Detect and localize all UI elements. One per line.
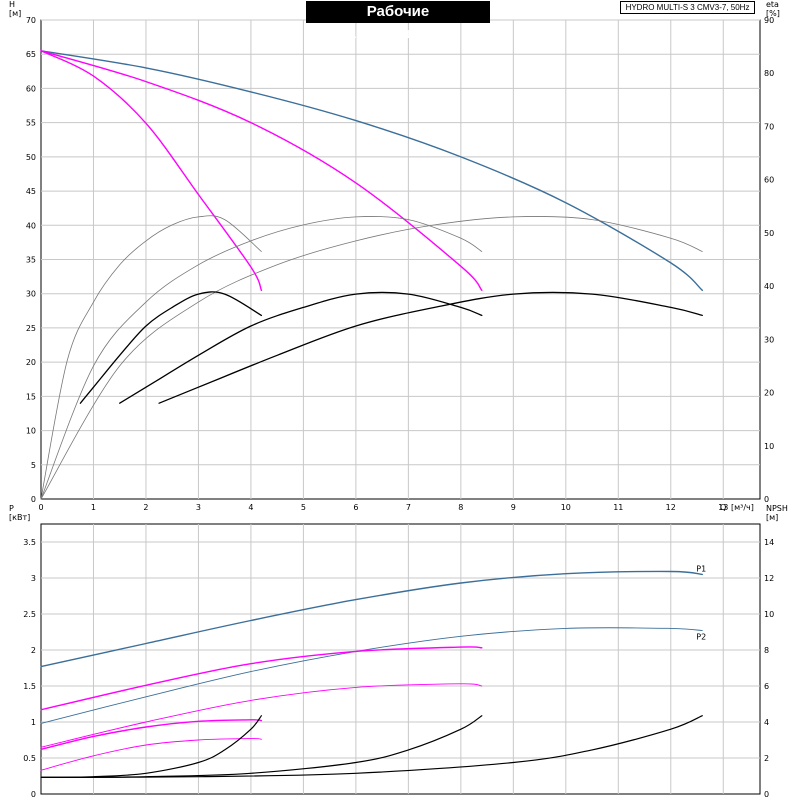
p-y-axis-unit: [кВт]	[9, 513, 30, 522]
h-y2-tick-label: 70	[764, 122, 774, 131]
h-y-tick-label: 20	[26, 358, 36, 367]
x-tick-label: 7	[406, 503, 411, 512]
h-y-tick-label: 70	[26, 16, 36, 25]
x-axis-unit: [м³/ч]	[731, 503, 754, 512]
x-axis-label: Q	[720, 503, 726, 512]
x-tick-label: 3	[196, 503, 201, 512]
p-y-tick-label: 3	[31, 574, 36, 583]
p-y-tick-label: 3.5	[23, 538, 36, 547]
h-y-tick-label: 5	[31, 461, 36, 470]
p-y2-axis-unit: [м]	[766, 513, 778, 522]
p-series-line-2	[40, 646, 483, 711]
p-y-tick-label: 1	[31, 718, 36, 727]
h-y-tick-label: 55	[26, 119, 36, 128]
p-y-tick-label: 0	[31, 790, 36, 799]
x-tick-label: 1	[91, 503, 96, 512]
p-y2-tick-label: 12	[764, 574, 774, 583]
x-tick-label: 2	[143, 503, 148, 512]
x-tick-label: 9	[511, 503, 516, 512]
h-y-tick-label: 50	[26, 153, 36, 162]
p-y2-tick-label: 6	[764, 682, 769, 691]
pump-model-label: HYDRO MULTI-S 3 CMV3-7, 50Hz	[620, 1, 755, 14]
p-y-tick-label: 2.5	[23, 610, 36, 619]
h-y2-tick-label: 0	[764, 495, 769, 504]
p-series-label: P1	[696, 564, 706, 573]
p-series-line-0	[40, 570, 703, 668]
p-series-line-4	[40, 719, 263, 751]
h-y2-tick-label: 60	[764, 176, 774, 185]
p-y-tick-label: 0.5	[23, 754, 36, 763]
h-y2-tick-label: 20	[764, 389, 774, 398]
h-y-tick-label: 60	[26, 84, 36, 93]
p-y2-tick-label: 0	[764, 790, 769, 799]
p-series-line-6	[40, 715, 262, 778]
x-tick-label: 11	[613, 503, 623, 512]
h-y-tick-label: 30	[26, 290, 36, 299]
h-series-line-7	[119, 291, 483, 404]
p-series-label: P2	[696, 633, 706, 642]
p-series-line-1	[40, 627, 703, 724]
h-y-tick-label: 25	[26, 324, 36, 333]
h-y2-axis-unit: [%]	[766, 9, 780, 18]
h-y2-tick-label: 40	[764, 282, 774, 291]
p-y-tick-label: 2	[31, 646, 36, 655]
h-series-line-0	[40, 50, 703, 291]
h-y2-tick-label: 90	[764, 16, 774, 25]
p-series-line-5	[40, 738, 262, 771]
x-tick-label: 6	[353, 503, 358, 512]
h-y2-tick-label: 10	[764, 442, 774, 451]
p-y2-tick-label: 4	[764, 718, 769, 727]
h-y-tick-label: 65	[26, 50, 36, 59]
x-tick-label: 5	[301, 503, 306, 512]
p-y-tick-label: 1.5	[23, 682, 36, 691]
h-y-axis-unit: [м]	[9, 9, 21, 18]
h-y2-tick-label: 80	[764, 69, 774, 78]
p-y2-tick-label: 2	[764, 754, 769, 763]
h-y2-tick-label: 50	[764, 229, 774, 238]
p-y2-axis-label: NPSH	[766, 504, 788, 513]
x-tick-label: 10	[561, 503, 571, 512]
h-series-line-6	[79, 291, 263, 404]
h-series-line-1	[40, 50, 483, 291]
h-y-tick-label: 45	[26, 187, 36, 196]
p-y2-tick-label: 10	[764, 610, 774, 619]
h-series-line-2	[40, 50, 263, 291]
h-y2-tick-label: 30	[764, 335, 774, 344]
x-tick-label: 8	[458, 503, 463, 512]
h-series-line-3	[40, 215, 262, 500]
p-series-line-8	[40, 715, 703, 778]
h-y2-axis-label: eta	[766, 0, 779, 9]
x-tick-label: 12	[666, 503, 676, 512]
h-y-tick-label: 0	[31, 495, 36, 504]
h-y-axis-label: H	[9, 0, 15, 9]
p-series-line-7	[40, 715, 483, 778]
x-tick-label: 13	[718, 503, 728, 512]
h-y-tick-label: 40	[26, 221, 36, 230]
p-y2-tick-label: 14	[764, 538, 774, 547]
h-series-line-8	[158, 291, 703, 404]
x-tick-label: 0	[38, 503, 43, 512]
h-y-tick-label: 35	[26, 256, 36, 265]
chart-title: Рабочие характеристики	[306, 1, 490, 42]
h-y-tick-label: 15	[26, 392, 36, 401]
p-y-axis-label: P	[9, 504, 14, 513]
h-series-line-5	[40, 216, 703, 500]
x-tick-label: 4	[248, 503, 253, 512]
h-series-line-4	[40, 216, 483, 500]
h-y-tick-label: 10	[26, 427, 36, 436]
p-series-line-3	[40, 683, 483, 748]
p-y2-tick-label: 8	[764, 646, 769, 655]
p-plot-frame	[40, 523, 761, 795]
